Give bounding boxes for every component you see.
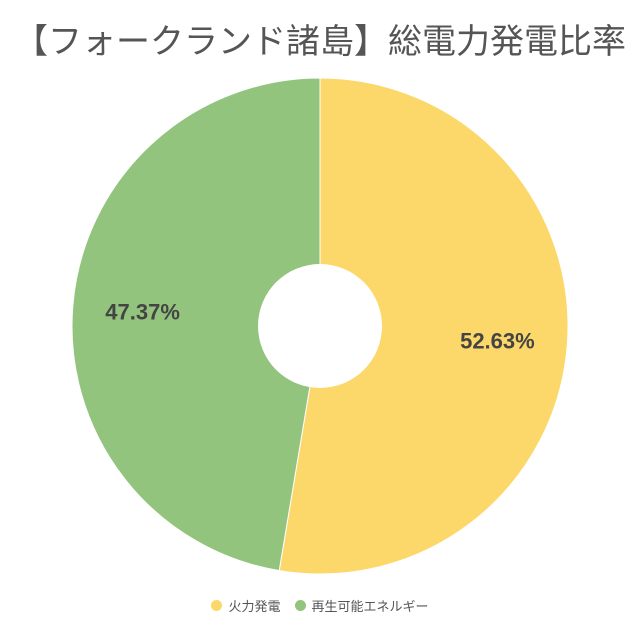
legend-item-thermal[interactable]: 火力発電 (211, 596, 281, 615)
slice-labels-group: 52.63% 47.37% (105, 299, 534, 353)
legend-label-thermal: 火力発電 (228, 600, 281, 615)
slice-thermal[interactable] (278, 77, 569, 575)
legend-swatch-thermal (211, 600, 223, 611)
slices-group (71, 77, 569, 575)
slice-renewable[interactable] (71, 77, 321, 572)
slice-label-renewable: 47.37% (105, 299, 180, 324)
legend: 火力発電 再生可能エネルギー (0, 596, 640, 615)
legend-item-renewable[interactable]: 再生可能エネルギー (294, 596, 429, 615)
legend-label-renewable: 再生可能エネルギー (311, 600, 429, 615)
chart-title: 【フォークランド諸島】総電力発電比率 (14, 22, 626, 62)
donut-hole (258, 264, 382, 388)
slice-label-thermal: 52.63% (460, 329, 535, 354)
legend-swatch-renewable (294, 600, 306, 611)
